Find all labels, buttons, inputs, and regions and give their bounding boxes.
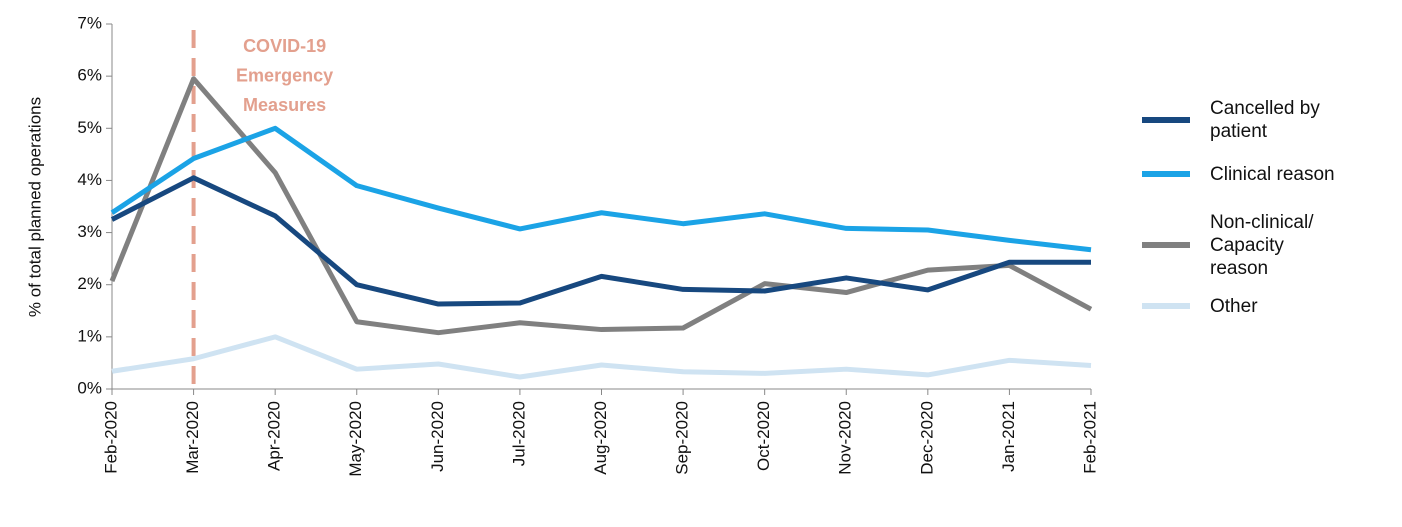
legend-swatch: [1142, 303, 1190, 309]
x-tick-label: Jul-2020: [509, 401, 528, 466]
x-tick-label: Oct-2020: [754, 401, 773, 471]
y-axis-label: % of total planned operations: [25, 97, 44, 317]
x-tick-label: Feb-2020: [101, 401, 120, 474]
x-tick-label: Dec-2020: [917, 401, 936, 475]
legend-swatch: [1142, 117, 1190, 123]
legend-label: Other: [1210, 295, 1258, 317]
y-tick-label: 1%: [77, 326, 102, 345]
x-tick-label: Feb-2021: [1080, 401, 1099, 474]
legend-swatch: [1142, 242, 1190, 248]
annotation-text: Measures: [243, 95, 326, 115]
y-tick-label: 7%: [77, 13, 102, 32]
legend: Cancelled by patient Clinical reason Non-c…: [1142, 96, 1392, 322]
legend-swatch: [1142, 171, 1190, 177]
x-tick-label: Jan-2021: [999, 401, 1018, 472]
x-tick-label: Apr-2020: [265, 401, 284, 471]
y-tick-label: 2%: [77, 274, 102, 293]
annotation-text: COVID-19: [243, 36, 326, 56]
x-tick-label: Nov-2020: [836, 401, 855, 475]
legend-item: Clinical reason: [1142, 156, 1392, 192]
legend-item: Non-clinical/ Capacity reason: [1142, 200, 1392, 290]
legend-label: Clinical reason: [1210, 163, 1335, 185]
legend-label: Cancelled by patient: [1210, 98, 1320, 142]
x-tick-label: May-2020: [346, 401, 365, 477]
series-line: [111, 334, 1092, 380]
legend-item: Other: [1142, 290, 1392, 322]
series-line: [110, 125, 1092, 253]
y-tick-label: 6%: [77, 66, 102, 85]
x-tick-label: Jun-2020: [428, 401, 447, 472]
x-tick-label: Mar-2020: [183, 401, 202, 474]
y-tick-label: 4%: [77, 170, 102, 189]
y-tick-label: 5%: [77, 118, 102, 137]
legend-label: Non-clinical/ Capacity reason: [1210, 211, 1314, 279]
legend-item: Cancelled by patient: [1142, 96, 1392, 144]
series-line: [109, 76, 1093, 336]
y-tick-label: 0%: [77, 378, 102, 397]
y-tick-label: 3%: [77, 222, 102, 241]
annotation-text: Emergency: [236, 65, 333, 85]
series-line: [110, 175, 1091, 307]
x-tick-label: Sep-2020: [673, 401, 692, 475]
x-tick-label: Aug-2020: [591, 401, 610, 475]
